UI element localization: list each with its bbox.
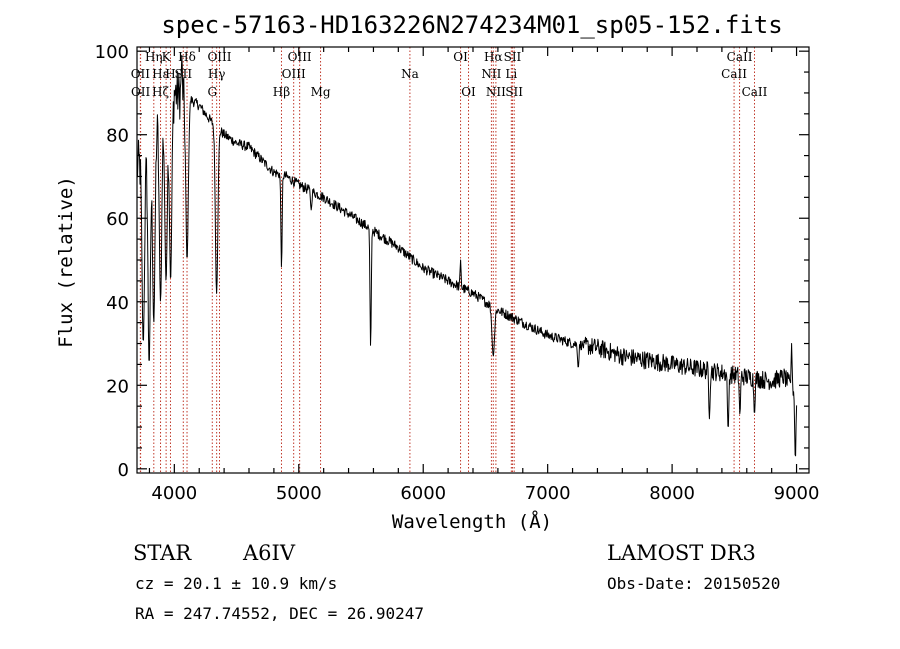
x-tick-label: 6000 xyxy=(400,483,446,504)
survey-name: LAMOST DR3 xyxy=(607,541,756,565)
y-axis-label: Flux (relative) xyxy=(55,176,77,348)
spectral-line-label: G xyxy=(207,85,217,99)
spectral-line-label: OII xyxy=(131,67,151,81)
x-axis-label: Wavelength (Å) xyxy=(392,510,552,533)
y-tick-label: 40 xyxy=(106,293,129,314)
y-tick-label: 80 xyxy=(106,126,129,147)
spectral-line-label: Hδ xyxy=(178,50,196,64)
spectral-line-markers xyxy=(139,47,755,473)
chart-title: spec-57163-HD163226N274234M01_sp05-152.f… xyxy=(161,11,782,39)
x-tick-label: 9000 xyxy=(774,483,820,504)
spectral-line-label: OI xyxy=(461,85,476,99)
observation-date: Obs-Date: 20150520 xyxy=(607,574,780,593)
spectral-line-label: NII xyxy=(481,67,501,81)
y-tick-label: 0 xyxy=(118,460,129,481)
plot-frame xyxy=(136,46,810,474)
x-tick-label: 7000 xyxy=(525,483,571,504)
object-class: STAR xyxy=(133,541,192,565)
x-tick-label: 8000 xyxy=(649,483,695,504)
y-axis-ticks: 0 20 40 60 80 100 xyxy=(95,42,809,481)
spectral-line-label: CaII xyxy=(727,50,753,64)
spectral-line-label: H xyxy=(165,67,175,81)
spectrum-series xyxy=(136,54,798,457)
spectral-line-label: CaII xyxy=(742,85,768,99)
spectral-line-label: OI xyxy=(453,50,468,64)
spectral-line-label: OII xyxy=(131,85,151,99)
spectral-line-label: NII xyxy=(486,85,506,99)
object-subclass: A6IV xyxy=(242,541,296,565)
spectral-line-label: Hζ xyxy=(152,85,169,99)
spectral-line-label: SII xyxy=(505,85,523,99)
x-tick-label: 4000 xyxy=(151,483,197,504)
y-tick-label: 20 xyxy=(106,376,129,397)
spectral-line-label: OIII xyxy=(288,50,312,64)
y-tick-label: 100 xyxy=(95,42,129,63)
spectral-line-label: OIII xyxy=(207,50,231,64)
x-axis-ticks: 4000 5000 6000 7000 8000 9000 xyxy=(148,47,820,504)
spectral-line-label: Li xyxy=(505,67,517,81)
spectral-line-label: Hγ xyxy=(208,67,226,81)
spectral-line-label: Mg xyxy=(311,85,331,99)
spectral-line-label: K xyxy=(162,50,172,64)
spectral-line-label: Hη xyxy=(145,50,163,64)
spectral-line-label: Hα xyxy=(484,50,503,64)
redshift-cz: cz = 20.1 ± 10.9 km/s xyxy=(135,574,337,593)
spectral-line-label: OIII xyxy=(282,67,306,81)
y-tick-label: 60 xyxy=(106,209,129,230)
x-tick-label: 5000 xyxy=(276,483,322,504)
spectrum-line xyxy=(136,54,798,457)
spectral-line-label: Na xyxy=(401,67,419,81)
spectral-line-label: Hε xyxy=(152,67,169,81)
coordinates: RA = 247.74552, DEC = 26.90247 xyxy=(135,604,424,623)
spectral-line-label: Hβ xyxy=(273,85,290,99)
spectral-line-label: CaII xyxy=(721,67,747,81)
spectral-line-label: SII xyxy=(504,50,522,64)
